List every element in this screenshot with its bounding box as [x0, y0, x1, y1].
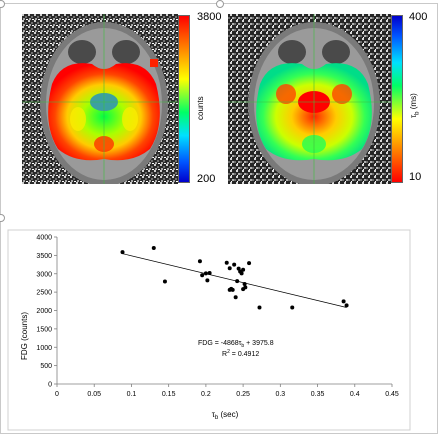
- y-tick-label: 500: [40, 363, 52, 370]
- y-tick-label: 2000: [36, 308, 52, 315]
- data-point: [200, 273, 205, 278]
- data-point: [227, 266, 232, 271]
- x-tick-label: 0.3: [275, 391, 285, 398]
- tau-colorbar-min: 10: [409, 171, 422, 183]
- data-point: [120, 250, 125, 255]
- x-tick-label: 0.2: [201, 391, 211, 398]
- plot-area: 0 500 1000 1500 2000 2500 3000 3500 4000 0 0.05 0.1…: [36, 235, 398, 399]
- trendline: [122, 253, 347, 308]
- y-tick-label: 1000: [36, 345, 52, 352]
- x-tick-label: 0.25: [236, 391, 250, 398]
- data-point: [290, 305, 295, 310]
- scatter-chart: 0 500 1000 1500 2000 2500 3000 3500 4000 0 0.05 0.1…: [7, 229, 411, 431]
- r-squared-label: R2 = 0.4912: [222, 349, 259, 358]
- tau-colorbar: [391, 15, 403, 183]
- data-point: [257, 305, 262, 310]
- x-tick-label: 0.4: [350, 391, 360, 398]
- data-point: [341, 299, 346, 304]
- resize-handle-top-center[interactable]: [216, 0, 224, 8]
- y-tick-label: 3500: [36, 253, 52, 260]
- resize-handle-middle-left[interactable]: [0, 214, 5, 222]
- x-tick-label: 0: [55, 391, 59, 398]
- data-point: [203, 271, 208, 276]
- x-axis-title: τb (sec): [212, 410, 239, 421]
- y-tick-label: 1500: [36, 326, 52, 333]
- data-point: [239, 271, 244, 276]
- data-point: [233, 295, 238, 300]
- y-tick-label: 0: [48, 382, 52, 389]
- x-tick-label: 0.45: [385, 391, 399, 398]
- data-point: [235, 279, 240, 284]
- resize-handle-top-left[interactable]: [0, 0, 5, 8]
- chart-area[interactable]: [7, 229, 411, 431]
- fdg-colorbar-max: 3800: [197, 11, 222, 23]
- y-tick-label: 4000: [36, 235, 52, 242]
- data-point: [247, 261, 252, 266]
- data-point: [344, 303, 349, 308]
- data-point: [232, 262, 237, 267]
- fdg-brain-image: [22, 14, 178, 184]
- data-point: [243, 285, 248, 290]
- data-point: [224, 260, 229, 265]
- tau-brain-image: [228, 14, 391, 184]
- data-point: [207, 271, 212, 276]
- y-axis-title: FDG (counts): [20, 312, 29, 360]
- tau-colorbar-max: 400: [409, 11, 428, 23]
- fdg-colorbar-unit: counts: [196, 96, 205, 120]
- data-point: [236, 266, 241, 271]
- data-point: [205, 278, 210, 283]
- x-tick-label: 0.1: [127, 391, 137, 398]
- y-tick-label: 2500: [36, 290, 52, 297]
- data-point: [230, 287, 235, 292]
- fdg-colorbar: [178, 15, 190, 183]
- regression-equation: FDG = -4868τb + 3975.8: [198, 340, 274, 349]
- data-point: [162, 279, 167, 284]
- tau-colorbar-unit: τb (ms): [409, 93, 421, 118]
- tau-brain-map: [228, 14, 391, 184]
- fdg-colorbar-min: 200: [197, 173, 216, 185]
- data-point: [151, 246, 156, 251]
- data-point: [241, 267, 246, 272]
- x-tick-label: 0.05: [87, 391, 101, 398]
- x-tick-label: 0.15: [162, 391, 176, 398]
- x-tick-label: 0.35: [311, 391, 325, 398]
- data-point: [197, 259, 202, 264]
- y-tick-label: 3000: [36, 271, 52, 278]
- data-point: [242, 282, 247, 287]
- fdg-brain-map: [22, 14, 178, 184]
